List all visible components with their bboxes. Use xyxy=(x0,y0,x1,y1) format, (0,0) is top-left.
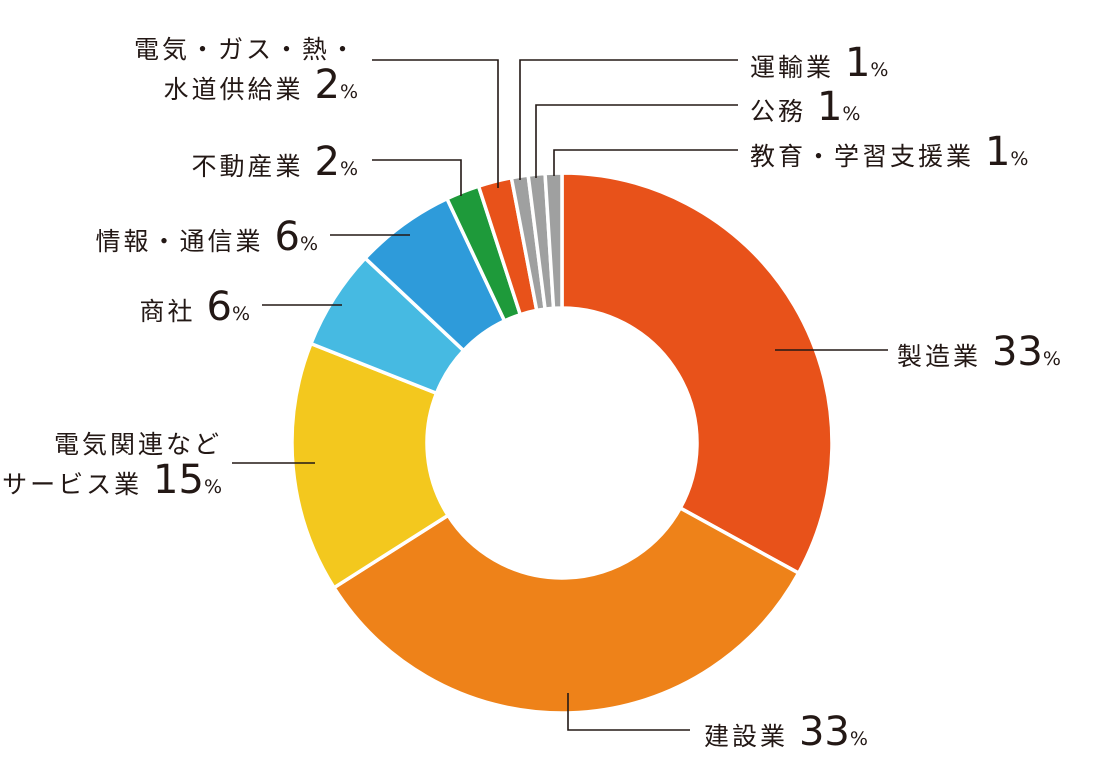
leader-line-6 xyxy=(372,59,499,188)
slice-label-main: 運輸業 1% xyxy=(750,40,888,86)
slice-label-unit: % xyxy=(340,81,358,103)
slice-label-main: サービス業 15% xyxy=(2,457,222,503)
slice-label-8: 公務 1% xyxy=(750,84,860,130)
slice-label-value: 1 xyxy=(985,129,1010,175)
slice-label-3: 商社 6% xyxy=(140,284,250,330)
slice-label-main: 商社 6% xyxy=(140,284,250,330)
slice-label-value: 6 xyxy=(206,284,231,330)
slice-label-value: 1 xyxy=(817,84,842,130)
slice-label-text: 水道供給業 xyxy=(164,75,315,104)
leader-line-1 xyxy=(567,693,690,731)
leader-line-9 xyxy=(553,149,738,176)
slice-label-main: 製造業 33% xyxy=(897,329,1061,375)
slice-label-main: 建設業 33% xyxy=(704,709,868,755)
slice-label-text: サービス業 xyxy=(2,470,153,499)
slice-label-text: 製造業 xyxy=(897,342,992,371)
slice-label-unit: % xyxy=(204,476,222,498)
slice-label-text: 商社 xyxy=(140,297,207,326)
slice-label-text: 公務 xyxy=(750,97,817,126)
leader-line-8 xyxy=(535,104,738,178)
slice-label-main: 水道供給業 2% xyxy=(164,62,358,108)
slice-label-6: 電気・ガス・熱・水道供給業 2% xyxy=(134,35,358,108)
slice-label-value: 33 xyxy=(799,709,850,755)
slice-label-4: 情報・通信業 6% xyxy=(96,214,318,260)
slice-label-unit: % xyxy=(870,59,888,81)
slice-label-unit: % xyxy=(232,303,250,325)
slice-label-value: 6 xyxy=(274,214,299,260)
slice-label-unit: % xyxy=(340,158,358,180)
slice-label-unit: % xyxy=(842,103,860,125)
slice-label-text: 情報・通信業 xyxy=(96,227,275,256)
slice-label-value: 1 xyxy=(845,40,870,86)
slice-label-value: 15 xyxy=(153,457,204,503)
slice-label-text: 教育・学習支援業 xyxy=(750,142,985,171)
leader-line-7 xyxy=(519,59,738,180)
slice-label-line: 電気関連など xyxy=(54,430,222,459)
slice-label-unit: % xyxy=(850,728,868,750)
slice-label-main: 不動産業 2% xyxy=(192,139,358,185)
slice-label-1: 建設業 33% xyxy=(704,709,868,755)
leader-lines xyxy=(232,59,888,731)
slice-label-main: 教育・学習支援業 1% xyxy=(750,129,1028,175)
slice-label-main: 公務 1% xyxy=(750,84,860,130)
slice-label-7: 運輸業 1% xyxy=(750,40,888,86)
slice-label-main: 情報・通信業 6% xyxy=(96,214,318,260)
slice-label-value: 2 xyxy=(314,62,339,108)
slice-label-text: 不動産業 xyxy=(192,152,315,181)
donut-hole xyxy=(427,308,697,578)
chart-slices xyxy=(290,171,834,715)
slice-label-unit: % xyxy=(1043,348,1061,370)
leader-line-5 xyxy=(372,159,462,196)
slice-label-unit: % xyxy=(1010,148,1028,170)
slice-label-value: 33 xyxy=(992,329,1043,375)
slice-label-unit: % xyxy=(300,233,318,255)
slice-label-value: 2 xyxy=(314,139,339,185)
slice-label-text: 建設業 xyxy=(704,722,799,751)
slice-label-9: 教育・学習支援業 1% xyxy=(750,129,1028,175)
slice-label-line: 電気・ガス・熱・ xyxy=(134,35,358,64)
slice-label-text: 運輸業 xyxy=(750,53,845,82)
slice-label-5: 不動産業 2% xyxy=(192,139,358,185)
slice-label-0: 製造業 33% xyxy=(897,329,1061,375)
